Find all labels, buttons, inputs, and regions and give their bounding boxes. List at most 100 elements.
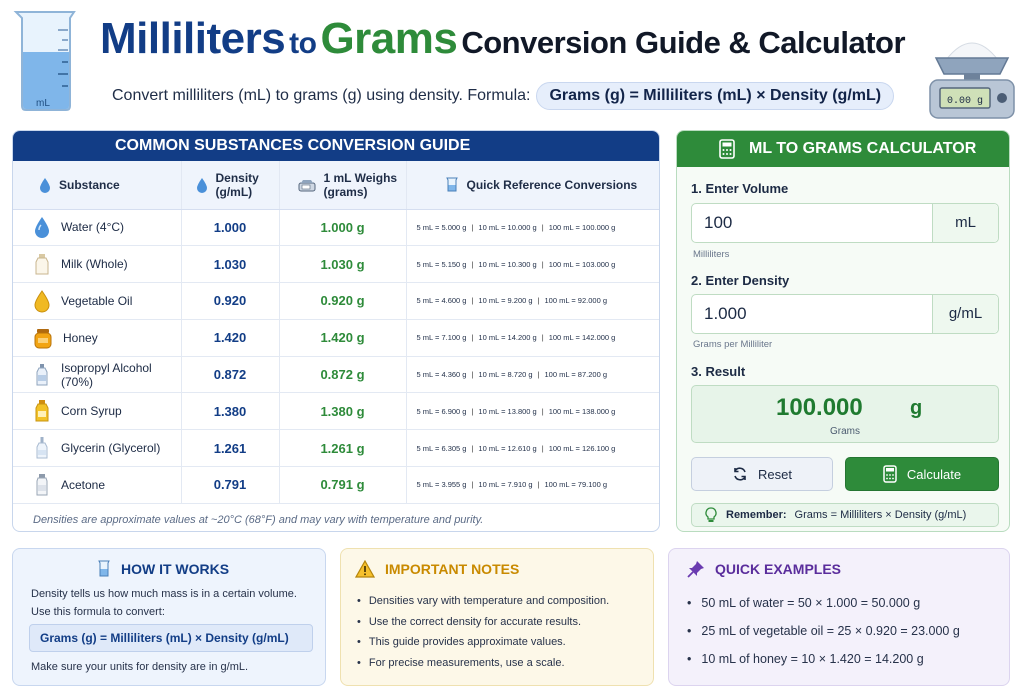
density-input[interactable]: 1.000 — [704, 304, 747, 323]
calculate-button[interactable]: Calculate — [845, 457, 999, 491]
separator: | — [541, 222, 544, 232]
substance-name: Isopropyl Alcohol (70%) — [61, 360, 152, 389]
title-grams: Grams — [320, 14, 458, 63]
quick-ref-10ml: 10 mL = 12.610 g — [478, 443, 537, 453]
quick-ref-5ml: 5 mL = 5.150 g — [416, 259, 467, 269]
weight-value: 1.000 g — [279, 209, 407, 247]
column-header-weight: 1 mL Weighs (grams) — [279, 161, 407, 210]
weight-header-line2: (grams) — [323, 184, 368, 199]
calculator-icon — [719, 139, 735, 159]
volume-field[interactable]: 100 mL — [691, 203, 999, 243]
result-box: 100.000 g Grams — [691, 385, 999, 443]
quick-ref-10ml: 10 mL = 10.300 g — [478, 259, 537, 269]
quick-ref-100ml: 100 mL = 79.100 g — [544, 480, 607, 490]
quick-ref-100ml: 100 mL = 142.000 g — [548, 333, 616, 343]
title-rest: Conversion Guide & Calculator — [461, 25, 906, 60]
quick-examples-title: QUICK EXAMPLES — [687, 560, 841, 578]
remember-text: Grams = Milliliters × Density (g/mL) — [794, 509, 967, 521]
table-row: Isopropyl Alcohol (70%) 0.872 0.872 g 5 … — [13, 356, 659, 394]
density-value: 1.261 — [181, 429, 280, 468]
separator: | — [471, 443, 474, 453]
honey-jar-icon — [34, 328, 52, 349]
table-row: Honey 1.420 1.420 g 5 mL = 7.100 g | 10 mL… — [13, 319, 659, 357]
how-it-works-title: HOW IT WORKS — [97, 560, 229, 578]
density-value: 0.920 — [181, 282, 280, 320]
density-value: 0.872 — [181, 356, 280, 394]
list-item: 10 mL of honey = 10 × 1.420 = 14.200 g — [687, 645, 960, 673]
quick-ref-10ml: 10 mL = 9.200 g — [478, 296, 533, 306]
table-row: Acetone 0.791 0.791 g 5 mL = 3.955 g | 10 … — [13, 466, 659, 504]
calculator-panel: ML TO GRAMS CALCULATOR 1. Enter Volume 1… — [676, 130, 1010, 532]
quick-ref-100ml: 100 mL = 92.000 g — [544, 296, 607, 306]
calculator-icon — [883, 465, 897, 483]
beaker-label: mL — [36, 98, 50, 109]
how-it-works-title-text: HOW IT WORKS — [121, 561, 230, 577]
quick-ref-cell: 5 mL = 3.955 g | 10 mL = 7.910 g | 100 mL = … — [406, 466, 659, 504]
quick-ref-5ml: 5 mL = 3.955 g — [416, 480, 467, 490]
milk-bottle-icon — [35, 254, 49, 275]
quick-examples-card: QUICK EXAMPLES 50 mL of water = 50 × 1.0… — [668, 548, 1010, 686]
oil-drop-icon — [34, 290, 50, 313]
scale-icon — [298, 179, 315, 192]
density-footnote: Densities are approximate values at ~20°… — [33, 513, 484, 526]
separator: | — [471, 259, 474, 269]
list-item: Densities vary with temperature and comp… — [357, 591, 609, 612]
reset-button[interactable]: Reset — [691, 457, 833, 491]
volume-hint: Milliliters — [693, 249, 730, 260]
substance-name: Water (4°C) — [61, 220, 125, 235]
quick-ref-10ml: 10 mL = 14.200 g — [478, 333, 537, 343]
density-value: 1.000 — [181, 209, 280, 247]
important-notes-title: IMPORTANT NOTES — [355, 560, 519, 578]
quick-ref-100ml: 100 mL = 126.100 g — [548, 443, 616, 453]
calculator-title: ML TO GRAMS CALCULATOR — [749, 140, 977, 157]
table-row: Milk (Whole) 1.030 1.030 g 5 mL = 5.150 … — [13, 245, 659, 284]
separator: | — [541, 333, 544, 343]
result-caption: Grams — [830, 426, 860, 437]
separator: | — [471, 222, 474, 232]
quick-ref-10ml: 10 mL = 7.910 g — [478, 480, 533, 490]
separator: | — [537, 296, 540, 306]
column-header-density: Density (g/mL) — [181, 161, 280, 210]
examples-list: 50 mL of water = 50 × 1.000 = 50.000 g 2… — [687, 589, 960, 673]
weight-value: 1.380 g — [279, 392, 407, 431]
substance-name: Honey — [63, 330, 98, 345]
quick-ref-cell: 5 mL = 6.305 g | 10 mL = 12.610 g | 100 mL =… — [406, 429, 659, 468]
subtitle: Convert milliliters (mL) to grams (g) us… — [112, 82, 895, 110]
calculate-label: Calculate — [906, 466, 962, 482]
quick-ref-5ml: 5 mL = 6.305 g — [416, 443, 467, 453]
scale-display: 0.00 g — [947, 96, 983, 107]
water-drop-icon — [196, 177, 207, 193]
syrup-bottle-icon — [35, 400, 49, 422]
quick-ref-cell: 5 mL = 5.150 g | 10 mL = 10.300 g | 100 mL =… — [406, 245, 659, 284]
weight-header-line1: 1 mL Weighs — [323, 170, 398, 185]
dropper-bottle-icon — [36, 437, 48, 459]
density-value: 1.420 — [181, 319, 280, 357]
quick-ref-10ml: 10 mL = 10.000 g — [478, 222, 537, 232]
density-field[interactable]: 1.000 g/mL — [691, 294, 999, 334]
separator: | — [541, 443, 544, 453]
density-value: 1.380 — [181, 392, 280, 431]
quick-ref-10ml: 10 mL = 13.800 g — [478, 406, 537, 416]
quick-ref-5ml: 5 mL = 4.600 g — [416, 296, 467, 306]
important-notes-title-text: IMPORTANT NOTES — [385, 561, 520, 577]
step-1-label: 1. Enter Volume — [691, 181, 789, 196]
separator: | — [471, 406, 474, 416]
substance-name: Vegetable Oil — [61, 293, 133, 308]
list-item: For precise measurements, use a scale. — [357, 653, 609, 674]
header-formula-pill: Grams (g) = Milliliters (mL) × Density (… — [536, 82, 895, 110]
beaker-small-icon — [445, 177, 458, 192]
title-milliliters: Milliliters — [100, 14, 286, 63]
page-title: Milliliters to Grams Conversion Guide & … — [100, 14, 930, 64]
quick-ref-5ml: 5 mL = 5.000 g — [416, 222, 467, 232]
remember-tip: Remember: Grams = Milliliters × Density … — [691, 503, 999, 527]
quick-ref-cell: 5 mL = 4.360 g | 10 mL = 8.720 g | 100 mL = … — [406, 356, 659, 394]
density-unit: g/mL — [932, 295, 998, 333]
list-item: 25 mL of vegetable oil = 25 × 0.920 = 23… — [687, 617, 959, 645]
quick-ref-100ml: 100 mL = 100.000 g — [548, 222, 616, 232]
list-item: Use the correct density for accurate res… — [357, 612, 609, 633]
volume-input[interactable]: 100 — [704, 213, 733, 232]
substance-header-label: Substance — [59, 177, 120, 192]
density-header-line2: (g/mL) — [215, 184, 253, 199]
separator: | — [537, 370, 540, 380]
beaker-small-icon — [98, 560, 110, 577]
